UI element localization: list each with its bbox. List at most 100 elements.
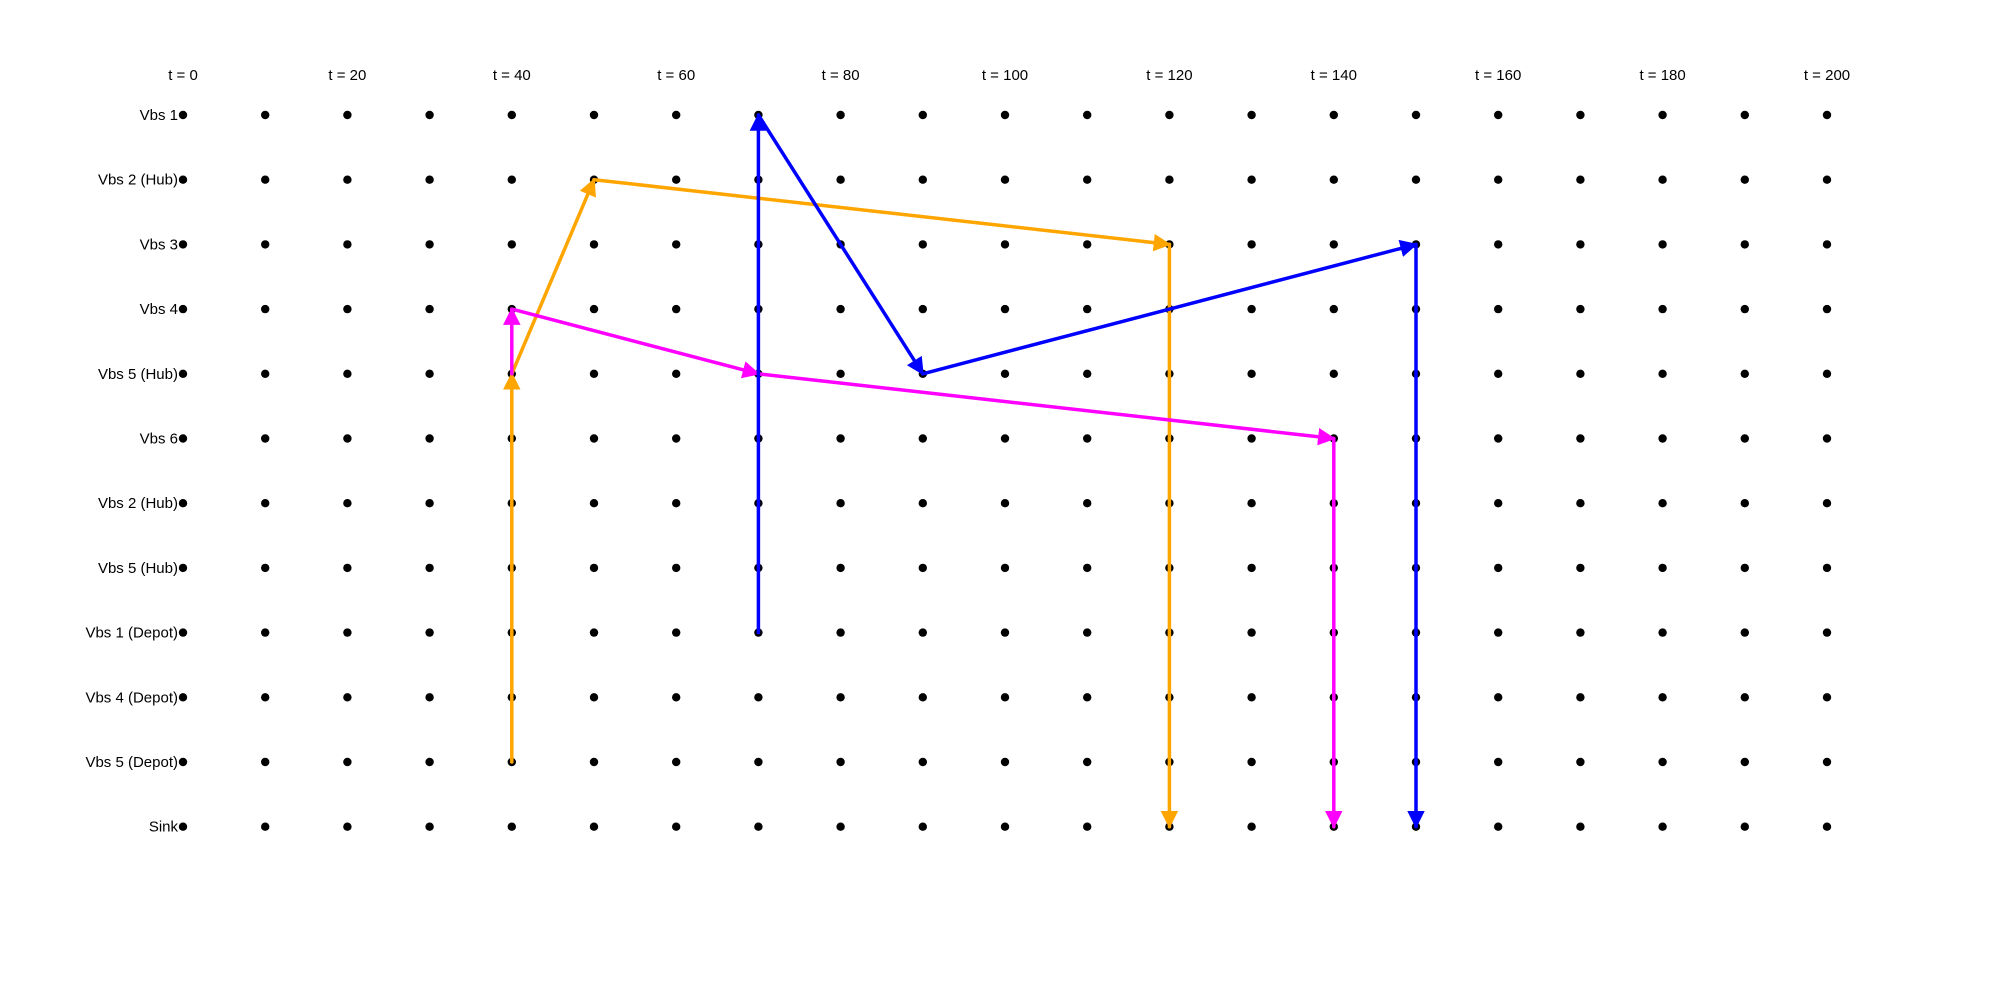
- grid-node: [1247, 175, 1256, 184]
- grid-node: [1494, 693, 1503, 702]
- grid-node: [1000, 110, 1010, 120]
- grid-node: [1740, 240, 1750, 249]
- grid-node: [672, 175, 681, 184]
- grid-node: [918, 110, 927, 120]
- grid-node: [261, 304, 270, 314]
- grid-node: [1247, 110, 1256, 120]
- grid-node: [1247, 240, 1256, 249]
- grid-node: [1822, 434, 1832, 443]
- grid-node: [178, 822, 188, 831]
- grid-node: [1083, 434, 1092, 443]
- grid-node: [1658, 499, 1667, 508]
- grid-node: [1494, 110, 1503, 120]
- time-axis-labels: t = 0 t = 20 t = 40 t = 60 t = 80 t = 100 t = …: [168, 67, 1850, 84]
- grid-node: [1576, 628, 1585, 637]
- grid-node: [589, 304, 599, 314]
- node-label: Vbs 2 (Hub): [98, 172, 178, 189]
- grid-node: [1165, 175, 1174, 184]
- grid-node: [425, 693, 434, 702]
- grid-node: [178, 110, 188, 120]
- grid-node: [1494, 369, 1503, 378]
- grid-node: [918, 304, 927, 314]
- time-label: t = 80: [822, 67, 860, 84]
- route: [503, 177, 1179, 829]
- grid-node: [1083, 822, 1092, 831]
- grid-node: [1083, 369, 1092, 378]
- grid-node: [672, 628, 681, 637]
- time-label: t = 40: [493, 67, 531, 84]
- grid-node: [1576, 499, 1585, 508]
- time-label: t = 160: [1475, 67, 1521, 84]
- grid-node: [1329, 240, 1339, 249]
- grid-node: [1494, 628, 1503, 637]
- grid-node: [1658, 693, 1667, 702]
- grid-node: [261, 240, 270, 249]
- grid-node: [1658, 434, 1667, 443]
- grid-node: [1494, 499, 1503, 508]
- grid-node: [1000, 628, 1010, 637]
- grid-node: [1822, 822, 1832, 831]
- node-label: Vbs 2 (Hub): [98, 495, 178, 512]
- grid-node: [1822, 757, 1832, 767]
- grid-node: [836, 693, 845, 702]
- grid-node: [1822, 693, 1832, 702]
- grid-node: [836, 175, 845, 184]
- grid-node: [1576, 175, 1585, 184]
- grid-node: [1822, 110, 1832, 120]
- grid-node: [425, 628, 434, 637]
- grid-node: [1658, 240, 1667, 249]
- grid-node: [178, 304, 188, 314]
- grid-node: [1576, 110, 1585, 120]
- grid-node: [343, 304, 352, 314]
- route-segment: [592, 177, 1172, 252]
- grid-node: [1576, 563, 1585, 573]
- grid-node: [1822, 499, 1832, 508]
- grid-node: [178, 240, 188, 249]
- node-label: Vbs 3: [140, 236, 178, 253]
- grid-node: [1740, 628, 1750, 637]
- node-label: Vbs 1: [140, 107, 178, 124]
- grid-node: [1658, 757, 1667, 767]
- grid-node: [1083, 628, 1092, 637]
- grid-node: [1000, 499, 1010, 508]
- grid-node: [1247, 369, 1256, 378]
- grid-node: [1000, 304, 1010, 314]
- grid-node: [343, 369, 352, 378]
- grid-node: [672, 499, 681, 508]
- grid-node: [754, 693, 763, 702]
- grid-node: [918, 240, 927, 249]
- grid-node: [672, 240, 681, 249]
- grid-node: [1822, 563, 1832, 573]
- grid-node: [343, 175, 352, 184]
- grid-node: [1247, 499, 1256, 508]
- time-label: t = 140: [1311, 67, 1357, 84]
- grid-node: [589, 822, 599, 831]
- grid-node: [1083, 499, 1092, 508]
- time-label: t = 0: [168, 67, 198, 84]
- grid-node: [836, 304, 845, 314]
- grid-node: [672, 434, 681, 443]
- route: [503, 307, 1343, 829]
- grid-node: [1411, 110, 1421, 120]
- node-label: Sink: [149, 819, 179, 836]
- grid-node: [261, 822, 270, 831]
- grid-node: [178, 499, 188, 508]
- grid-node: [1083, 240, 1092, 249]
- node-label: Vbs 4 (Depot): [85, 689, 178, 706]
- grid-node: [1822, 369, 1832, 378]
- grid-node: [589, 434, 599, 443]
- grid-node: [1658, 369, 1667, 378]
- grid-node: [836, 499, 845, 508]
- grid-node: [589, 693, 599, 702]
- grid-node: [836, 369, 845, 378]
- grid-node: [1576, 693, 1585, 702]
- node-label: Vbs 5 (Depot): [85, 754, 178, 771]
- grid-node: [425, 499, 434, 508]
- grid-node: [1740, 175, 1750, 184]
- grid-node: [507, 175, 516, 184]
- grid-node: [1494, 240, 1503, 249]
- grid-node: [1247, 304, 1256, 314]
- grid-node: [343, 822, 352, 831]
- grid-node: [1083, 175, 1092, 184]
- grid-node: [425, 369, 434, 378]
